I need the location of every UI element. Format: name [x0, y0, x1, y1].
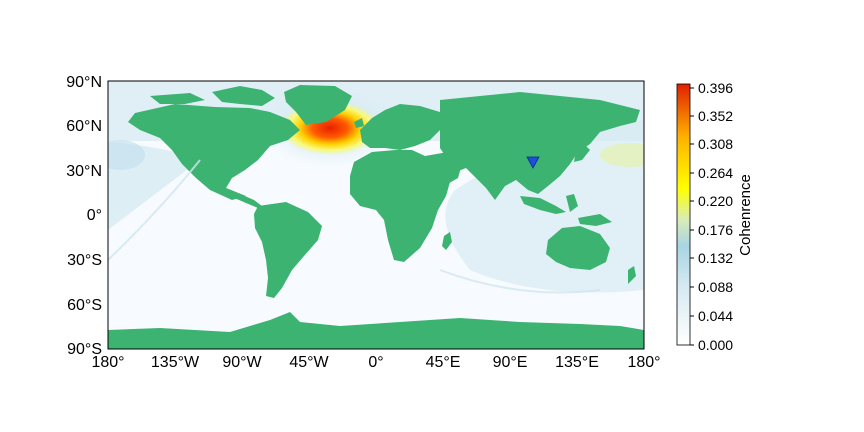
lon-tick: 180°: [627, 354, 660, 371]
lat-tick: 90°S: [67, 341, 102, 358]
colorbar-tick: 0.088: [698, 279, 733, 295]
land-europe: [360, 104, 440, 150]
coherence-overlay: [108, 159, 601, 294]
land-japan: [574, 144, 590, 162]
lon-axis: 180° 135°W 90°W 45°W 0° 45°E 90°E 135°E …: [91, 354, 660, 371]
map-panel: [107, 80, 645, 350]
lat-tick: 90°N: [66, 74, 102, 91]
land-new-zealand: [628, 266, 636, 284]
lon-tick: 90°E: [493, 354, 528, 371]
map-frame: [107, 80, 645, 350]
colorbar-tick: 0.396: [698, 80, 733, 96]
lat-tick: 60°N: [66, 118, 102, 135]
colorbar-tick: 0.220: [698, 193, 733, 209]
colorbar-tick: 0.176: [698, 222, 733, 238]
colorbar-label: Cohenrence: [737, 174, 754, 256]
land-africa: [350, 150, 450, 262]
lon-tick: 135°E: [555, 354, 599, 371]
lon-tick: 180°: [91, 354, 124, 371]
land-arctic-islands: [212, 86, 275, 106]
land-central-america: [226, 188, 262, 208]
colorbar-gradient: [676, 83, 691, 346]
land-antarctica: [108, 312, 644, 349]
colorbar-ticks: 0.396 0.352 0.308 0.264 0.220 0.176 0.13…: [690, 80, 733, 353]
station-marker-icon: [526, 156, 540, 169]
colorbar-tick: 0.000: [698, 337, 733, 353]
land-masses: [108, 85, 644, 349]
land-arabia: [425, 152, 462, 186]
land-greenland: [284, 85, 352, 125]
lon-tick: 0°: [368, 354, 383, 371]
lon-tick: 135°W: [151, 354, 200, 371]
lon-tick: 90°W: [222, 354, 262, 371]
land-north-america: [128, 104, 300, 200]
land-south-america: [254, 202, 322, 298]
colorbar: 0.396 0.352 0.308 0.264 0.220 0.176 0.13…: [676, 80, 754, 353]
lat-tick: 60°S: [67, 297, 102, 314]
colorbar-tick: 0.264: [698, 165, 733, 181]
colorbar-tick: 0.044: [698, 308, 733, 324]
land-madagascar: [442, 232, 452, 250]
lat-tick: 30°S: [67, 252, 102, 269]
colorbar-tick: 0.132: [698, 250, 733, 266]
colorbar-tick: 0.352: [698, 108, 733, 124]
colorbar-tick: 0.308: [698, 136, 733, 152]
lat-axis: 90°N 60°N 30°N 0° 30°S 60°S 90°S: [66, 74, 102, 358]
lat-tick: 0°: [87, 207, 102, 224]
land-asia: [440, 92, 640, 200]
lon-tick: 45°E: [426, 354, 461, 371]
lat-tick: 30°N: [66, 163, 102, 180]
land-australia: [546, 226, 610, 270]
lon-tick: 45°W: [289, 354, 329, 371]
